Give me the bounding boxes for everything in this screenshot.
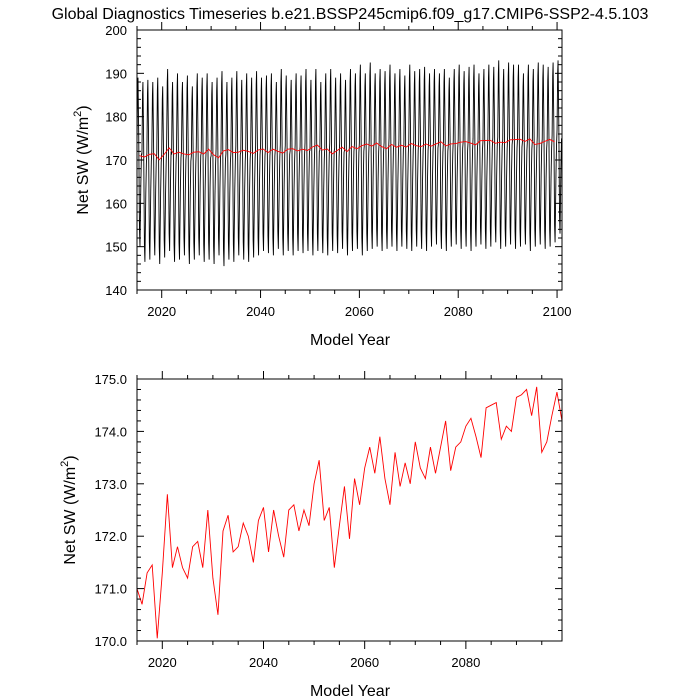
bottom-y-tick-label: 175.0 <box>94 372 127 387</box>
top-y-tick-label: 160 <box>105 196 127 211</box>
top-y-tick-label: 190 <box>105 66 127 81</box>
top-axis-ticks <box>136 22 562 298</box>
bottom-x-tick-label: 2080 <box>451 655 480 670</box>
bottom-y-tick-label: 171.0 <box>94 582 127 597</box>
top-x-tick-label: 2080 <box>444 304 473 319</box>
bottom-x-tick-label: 2020 <box>148 655 177 670</box>
top-x-tick-label: 2060 <box>345 304 374 319</box>
bottom-y-label-tail: ) <box>62 455 79 460</box>
top-y-tick-label: 140 <box>105 283 127 298</box>
bottom-y-tick-labels: 170.0 171.0 172.0 173.0 174.0 175.0 <box>94 372 127 649</box>
bottom-series-annual-mean <box>136 386 563 639</box>
top-series-monthly <box>136 60 562 267</box>
top-y-tick-labels: 140 150 160 170 180 190 200 <box>105 23 127 298</box>
bottom-y-tick-label: 174.0 <box>94 424 127 439</box>
top-series-annual-mean <box>139 138 555 161</box>
bottom-y-label-sup: 2 <box>59 461 71 467</box>
bottom-axis-ticks <box>136 371 562 649</box>
top-y-label-tail: ) <box>75 105 92 110</box>
bottom-x-tick-label: 2060 <box>350 655 379 670</box>
top-plot-lines <box>136 60 562 267</box>
top-x-tick-labels: 2020 2040 2060 2080 2100 <box>147 304 571 319</box>
top-y-tick-label: 150 <box>105 240 127 255</box>
bottom-x-tick-labels: 2020 2040 2060 2080 <box>148 655 480 670</box>
top-x-tick-label: 2020 <box>147 304 176 319</box>
chart-title: Global Diagnostics Timeseries b.e21.BSSP… <box>52 6 649 23</box>
top-x-tick-label: 2040 <box>246 304 275 319</box>
top-y-label-sup: 2 <box>72 111 84 117</box>
bottom-x-tick-label: 2040 <box>249 655 278 670</box>
bottom-y-label-main: Net SW (W/m <box>62 467 79 565</box>
bottom-y-tick-label: 172.0 <box>94 529 127 544</box>
top-y-label-main: Net SW (W/m <box>75 117 92 215</box>
bottom-y-tick-label: 170.0 <box>94 634 127 649</box>
top-y-tick-label: 180 <box>105 110 127 125</box>
bottom-y-tick-label: 173.0 <box>94 477 127 492</box>
top-y-tick-label: 200 <box>105 23 127 38</box>
top-x-axis-label: Model Year <box>310 332 391 349</box>
top-x-tick-label: 2100 <box>543 304 572 319</box>
top-y-axis-label: Net SW (W/m2) <box>72 105 92 214</box>
top-y-tick-label: 170 <box>105 153 127 168</box>
bottom-plot-lines <box>136 386 563 639</box>
bottom-x-axis-label: Model Year <box>310 683 391 700</box>
bottom-plot-frame <box>136 378 563 642</box>
bottom-y-axis-label: Net SW (W/m2) <box>59 455 79 564</box>
